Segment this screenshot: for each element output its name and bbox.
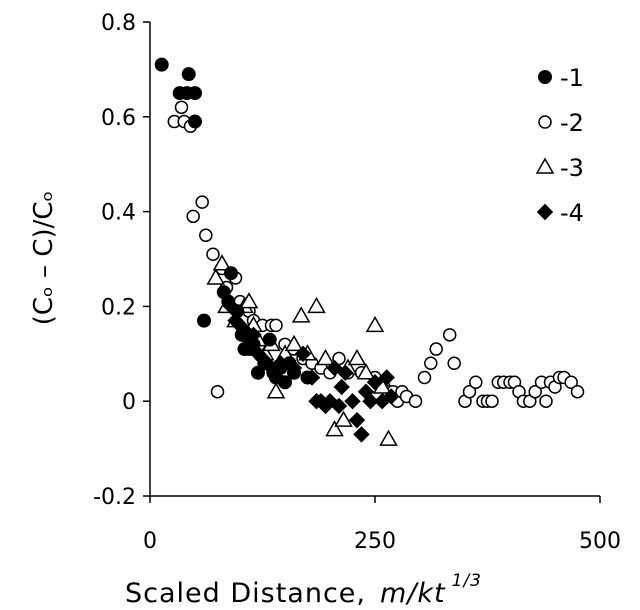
- series-4: [222, 298, 400, 443]
- y-tick-label: 0.8: [101, 11, 136, 36]
- data-point: [408, 394, 423, 408]
- data-point: [284, 334, 304, 352]
- y-tick-label: 0.4: [101, 201, 136, 226]
- legend-marker: [538, 115, 552, 129]
- data-point: [239, 292, 259, 309]
- data-point: [348, 411, 366, 429]
- data-point: [206, 268, 225, 285]
- data-point: [333, 378, 350, 396]
- data-point: [222, 298, 240, 315]
- data-point: [212, 254, 232, 271]
- data-point: [181, 67, 196, 82]
- data-point: [266, 382, 286, 399]
- data-point: [278, 375, 292, 390]
- data-point: [362, 392, 379, 410]
- data-point: [429, 342, 443, 356]
- legend-marker: [535, 157, 555, 174]
- data-point: [379, 429, 398, 446]
- data-point: [334, 410, 353, 427]
- data-point: [344, 392, 361, 410]
- x-tick-label: 0: [143, 529, 157, 554]
- data-point: [356, 363, 376, 380]
- data-point: [365, 315, 385, 333]
- data-point: [269, 318, 283, 333]
- axes: -0.2 0 0.2 0.4 0.6 0.8 0 250 500: [93, 11, 621, 554]
- data-point: [337, 364, 354, 381]
- data-point: [285, 359, 303, 377]
- data-point: [197, 313, 211, 328]
- data-point: [294, 345, 312, 363]
- data-point: [210, 384, 225, 399]
- data-point: [254, 350, 271, 367]
- data-point: [307, 296, 326, 314]
- series-2: [167, 100, 585, 408]
- data-point: [353, 426, 370, 443]
- y-axis-title: (Cₒ – C)/Cₒ: [29, 191, 59, 326]
- legend-label: -2: [560, 109, 584, 137]
- y-tick-label: 0.6: [101, 106, 136, 131]
- data-point: [424, 356, 438, 371]
- data-point: [195, 195, 209, 209]
- x-axis-title-units: m/kt: [380, 578, 446, 609]
- x-tick-label: 250: [354, 529, 396, 554]
- x-axis-title-exponent: 1/3: [452, 571, 482, 591]
- data-point: [366, 374, 384, 391]
- data-point: [469, 375, 483, 389]
- legend-marker: [536, 203, 554, 221]
- legend-item: -3: [535, 154, 584, 182]
- data-point: [462, 384, 477, 399]
- data-point: [417, 370, 432, 385]
- legend-item: -2: [538, 109, 584, 137]
- data-point: [442, 328, 457, 342]
- data-point: [224, 266, 238, 281]
- y-tick-label: -0.2: [93, 485, 136, 510]
- data-point: [325, 420, 344, 437]
- x-axis-title-text: Scaled Distance,: [125, 578, 366, 609]
- y-tick-label: 0: [122, 390, 136, 415]
- data-point: [382, 388, 400, 405]
- data-point: [347, 349, 367, 366]
- data-point: [303, 369, 321, 386]
- legend-marker: [538, 70, 552, 84]
- data-point: [485, 394, 499, 408]
- data-point: [245, 326, 262, 344]
- legend-label: -1: [560, 64, 584, 92]
- data-marks: [154, 57, 585, 446]
- data-point: [539, 394, 553, 408]
- legend-label: -3: [560, 154, 584, 182]
- data-point: [186, 209, 200, 224]
- legend-label: -4: [560, 199, 584, 227]
- data-point: [528, 384, 542, 399]
- legend: -1 -2 -3 -4: [535, 64, 584, 227]
- data-point: [447, 356, 461, 371]
- data-point: [154, 57, 169, 72]
- data-point: [291, 306, 311, 323]
- data-point: [330, 397, 348, 415]
- data-point: [174, 100, 189, 115]
- data-point: [188, 114, 202, 129]
- data-point: [262, 332, 277, 347]
- legend-item: -1: [538, 64, 584, 92]
- data-point: [199, 228, 213, 243]
- y-tick-label: 0.2: [101, 295, 136, 320]
- data-point: [316, 349, 335, 366]
- data-point: [570, 384, 585, 399]
- data-point: [378, 369, 395, 386]
- data-point: [272, 355, 289, 372]
- legend-item: -4: [536, 199, 584, 227]
- data-point: [206, 247, 220, 262]
- data-point: [188, 86, 202, 101]
- x-tick-label: 500: [579, 529, 621, 554]
- data-point: [564, 375, 578, 389]
- x-axis-title: Scaled Distance, m/kt 1/3: [125, 571, 482, 609]
